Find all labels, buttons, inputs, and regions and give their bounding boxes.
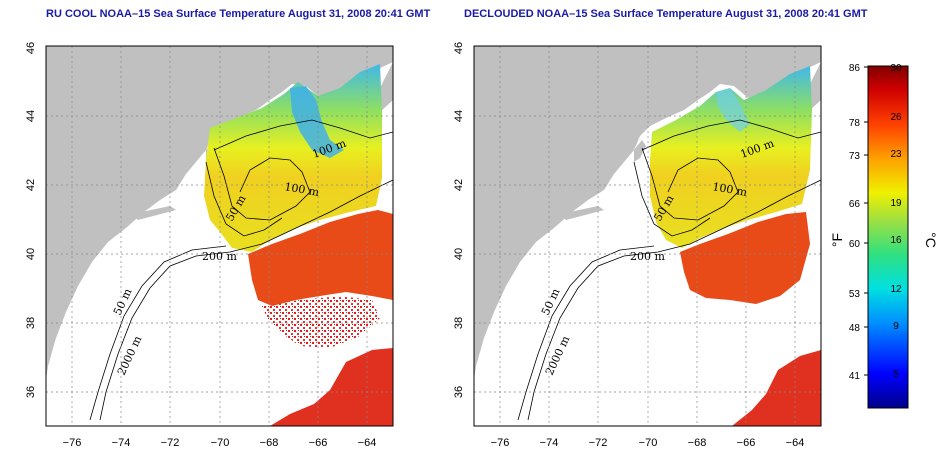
colorbar-f-tick: 78 [849,118,861,129]
left-lat-tick: 38 [25,317,37,329]
right-map-isobaths [517,119,822,421]
left-map-grid [46,46,393,426]
right-lon-tick: −74 [540,437,559,449]
colorbar-c-tick: 5 [893,369,899,380]
left-map-sst-speckle [262,296,380,348]
right-lon-tick: −68 [688,437,707,449]
right-lon-tick: −66 [737,437,756,449]
colorbar-f-tick: 41 [849,371,861,382]
colorbar-c-tick: 19 [890,198,902,209]
left-lon-tick: −64 [358,437,377,449]
right-lat-tick: 42 [453,179,465,191]
right-map-long-island [560,206,604,220]
right-map-sst-cool-mid [650,66,812,248]
colorbar-c-tick: 9 [893,321,899,332]
right-map-sst-cold-plume [716,88,750,132]
right-map-sst-south-patch [732,350,821,426]
right-contour-label-100m-b: 100 m [711,180,748,199]
colorbar-c-tick: 30 [890,63,902,74]
colorbar-f-tick: 48 [849,323,861,334]
colorbar-c-tick: 12 [890,284,902,295]
left-map-frame [45,45,394,427]
left-lon-tick: −66 [309,437,328,449]
right-lon-tick: −64 [786,437,805,449]
right-map-title: DECLOUDED NOAA–15 Sea Surface Temperatur… [464,8,868,20]
left-contour-label-100m-b: 100 m [283,180,320,199]
right-map-frame [473,45,822,427]
left-map-sst-cold-plume [290,86,344,158]
right-lon-tick: −70 [639,437,658,449]
right-map-land [474,46,821,380]
left-map-lat-axis: 36 38 40 42 44 46 [25,42,37,398]
right-lat-tick: 40 [453,248,465,260]
right-map-lon-axis: −76 −74 −72 −70 −68 −66 −64 [491,437,805,449]
right-map-lat-axis: 36 38 40 42 44 46 [453,42,465,398]
left-lat-tick: 44 [25,110,37,122]
left-map-sst-south-patch [270,348,393,426]
left-lat-tick: 46 [25,42,37,54]
colorbar-fahrenheit-ticks [864,66,868,376]
right-lat-tick: 38 [453,317,465,329]
left-lon-tick: −68 [260,437,279,449]
left-lat-tick: 40 [25,248,37,260]
right-map-sst-warm [680,212,810,304]
right-map-panel: 100 m 100 m 50 m 200 m 50 m 2000 m −76 −… [453,42,822,449]
colorbar-f-tick: 60 [849,239,861,250]
left-map-isobaths [89,119,394,421]
right-map-cape-cod [634,140,646,162]
right-lat-tick: 46 [453,42,465,54]
colorbar-fahrenheit-unit: °F [829,233,845,247]
colorbar-f-tick: 53 [849,289,861,300]
colorbar-gradient [867,65,909,409]
left-contour-label-200m: 200 m [202,250,237,263]
left-map-panel: 100 m 100 m 50 m 200 m 50 m 2000 m −76 −… [25,42,394,449]
colorbar-f-tick: 66 [849,199,861,210]
colorbar-f-tick: 73 [849,151,861,162]
colorbar-c-tick: 16 [890,235,902,246]
left-map-sst-warm [248,210,393,306]
left-map-long-island [132,206,176,220]
left-lat-tick: 42 [25,179,37,191]
right-lat-tick: 36 [453,386,465,398]
left-lat-tick: 36 [25,386,37,398]
left-lon-tick: −74 [112,437,131,449]
right-contour-label-200m: 200 m [630,250,665,263]
left-map-sst-cool-mid [204,64,382,252]
left-map-lon-axis: −76 −74 −72 −70 −68 −66 −64 [63,437,377,449]
right-lon-tick: −76 [491,437,510,449]
left-lon-tick: −70 [211,437,230,449]
temperature-colorbar: 86 78 73 66 60 53 48 41 30 26 23 19 16 1… [829,63,939,409]
colorbar-celsius-unit: °C [923,232,939,248]
left-map-land [46,46,393,380]
right-map-grid [474,46,821,426]
left-map-title: RU COOL NOAA–15 Sea Surface Temperature … [46,8,431,20]
colorbar-c-tick: 26 [890,112,902,123]
right-lon-tick: −72 [589,437,608,449]
left-lon-tick: −76 [63,437,82,449]
left-lon-tick: −72 [161,437,180,449]
colorbar-c-tick: 23 [890,149,902,160]
right-lat-tick: 44 [453,110,465,122]
colorbar-f-tick: 86 [849,63,861,74]
